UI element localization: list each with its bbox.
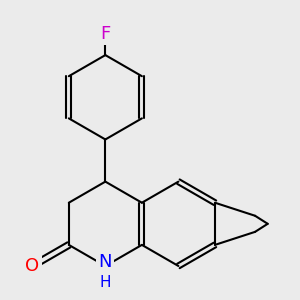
Text: F: F bbox=[100, 25, 110, 43]
Text: N: N bbox=[99, 253, 112, 271]
Text: H: H bbox=[100, 274, 111, 290]
Text: O: O bbox=[25, 257, 39, 275]
